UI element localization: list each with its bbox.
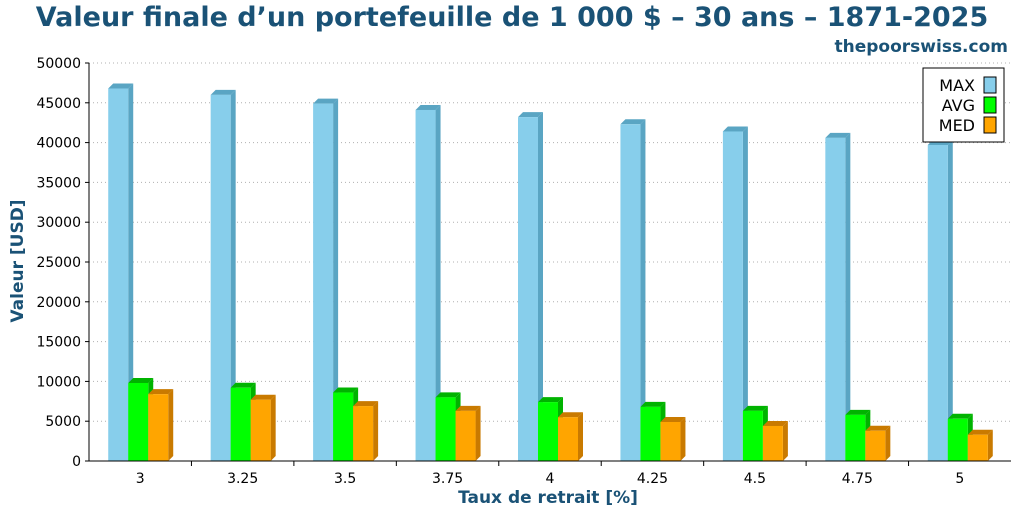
bar-max (313, 98, 339, 461)
y-tick-label: 45000 (36, 96, 81, 112)
y-tick-label: 30000 (36, 215, 81, 231)
y-tick-label: 10000 (36, 374, 81, 390)
y-tick-label: 40000 (36, 136, 81, 152)
x-tick-label: 4.25 (637, 471, 668, 487)
y-tick-labels: 0 5000 10000 15000 20000 25000 30000 35000 40000… (36, 56, 89, 470)
chart-source: thepoorswiss.com (835, 37, 1009, 57)
bar-max (210, 89, 236, 461)
bar-med (558, 412, 583, 461)
x-axis-label: Taux de retrait [%] (458, 488, 638, 508)
grid-lines (89, 62, 1011, 422)
bar-max (108, 83, 134, 462)
y-tick-label: 25000 (36, 255, 81, 271)
x-tick-label: 3.25 (227, 471, 258, 487)
bar-max (415, 104, 441, 462)
legend-swatch-max (983, 76, 997, 94)
bar-max (722, 126, 748, 462)
legend-label-med: MED (939, 116, 975, 135)
x-tick-label: 3 (136, 471, 145, 487)
legend-label-max: MAX (939, 76, 975, 95)
x-tick-labels: 3 3.25 3.5 3.75 4 4.25 4.5 4.75 5 (136, 461, 964, 487)
x-tick-label: 3.75 (432, 471, 463, 487)
bar-med (660, 416, 686, 461)
y-tick-label: 35000 (36, 175, 81, 191)
y-tick-label: 5000 (45, 414, 81, 430)
bar-max (620, 119, 646, 462)
bar-max (518, 112, 543, 462)
bar-max (927, 139, 953, 461)
bar-max (825, 132, 851, 461)
y-tick-label: 0 (72, 454, 81, 470)
x-tick-label: 4.75 (842, 471, 873, 487)
y-tick-label: 50000 (36, 56, 81, 72)
x-tick-label: 5 (955, 471, 964, 487)
legend-label-avg: AVG (942, 96, 975, 115)
bars (108, 83, 993, 462)
x-tick-label: 4.5 (744, 471, 766, 487)
bar-med (455, 405, 481, 461)
chart-title: Valeur finale d’un portefeuille de 1 000… (36, 2, 989, 33)
bar-med (967, 429, 993, 461)
legend-swatch-med (983, 116, 997, 134)
bar-med (250, 394, 276, 461)
x-tick-label: 3.5 (334, 471, 356, 487)
x-tick-label: 4 (546, 471, 555, 487)
bar-med (762, 420, 788, 461)
y-tick-label: 15000 (36, 335, 81, 351)
bar-med (353, 401, 379, 461)
bar-med (148, 389, 174, 461)
bar-med (865, 425, 891, 461)
y-axis-label: Valeur [USD] (8, 199, 28, 322)
legend-swatch-avg (983, 96, 997, 114)
y-tick-label: 20000 (36, 295, 81, 311)
